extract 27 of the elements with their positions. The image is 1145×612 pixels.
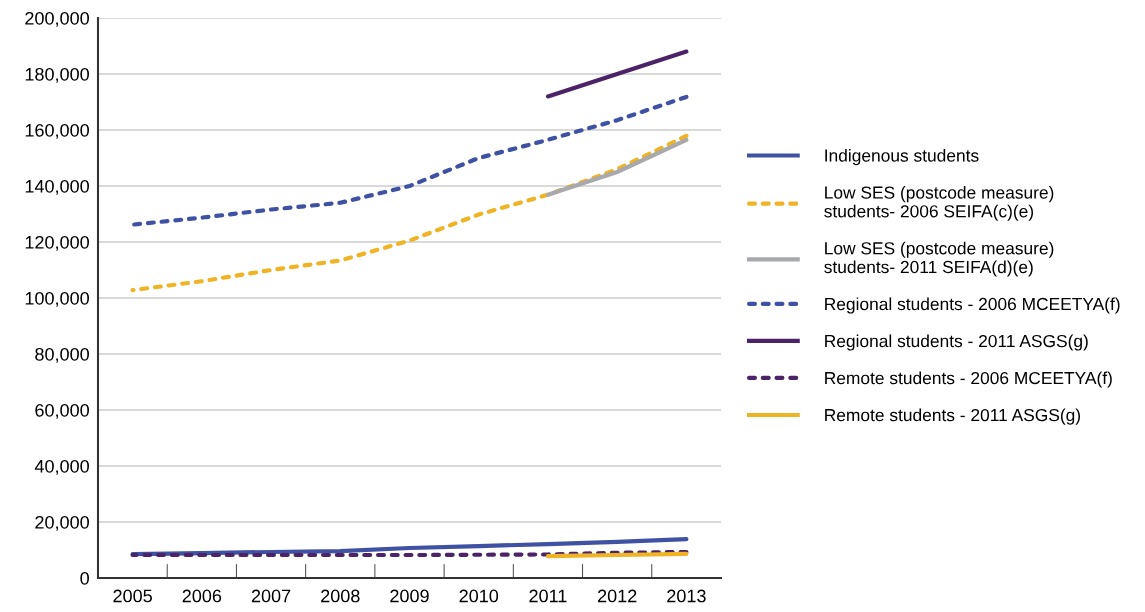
x-tick-label: 2013: [667, 589, 706, 603]
legend-label: Remote students - 2006 MCEETYA(f): [825, 371, 1112, 388]
x-tick-label: 2011: [529, 589, 567, 603]
x-tick-label: 2012: [597, 589, 637, 603]
y-tick-label: 160,000: [25, 123, 89, 139]
y-tick-label: 0: [80, 571, 89, 585]
y-tick-label: 60,000: [35, 403, 89, 419]
legend-label: Low SES (postcode measure) students- 2011 SEIFA(d)(e): [824, 241, 1054, 277]
x-tick-label: 2006: [182, 589, 222, 603]
x-tick-label: 2008: [321, 589, 360, 603]
legend-label: Regional students - 2011 ASGS(g): [825, 334, 1088, 351]
legend-label: Indigenous students: [825, 148, 979, 166]
y-tick-label: 120,000: [25, 235, 89, 251]
y-tick-label: 80,000: [35, 347, 89, 363]
y-tick-label: 200,000: [25, 11, 89, 27]
y-tick-label: 140,000: [25, 179, 89, 195]
y-tick-label: 40,000: [34, 459, 89, 475]
x-tick-label: 2009: [390, 589, 429, 603]
x-tick-label: 2007: [251, 589, 291, 603]
y-tick-label: 20,000: [35, 515, 89, 531]
x-tick-label: 2005: [113, 589, 152, 603]
legend-label: Low SES (postcode measure) students- 2006 SEIFA(c)(e): [824, 185, 1054, 221]
x-tick-label: 2010: [459, 589, 499, 603]
y-tick-label: 180,000: [25, 67, 89, 83]
y-tick-label: 100,000: [25, 291, 89, 307]
legend-label: Remote students - 2011 ASGS(g): [825, 408, 1080, 425]
legend-label: Regional students - 2006 MCEETYA(f): [825, 297, 1120, 314]
